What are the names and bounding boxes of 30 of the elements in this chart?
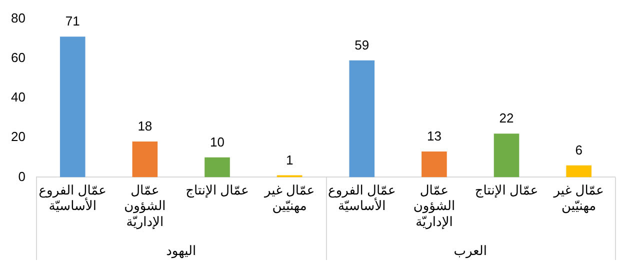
x-tick-label: عمّال الفروع الأساسيّة xyxy=(38,182,106,214)
bar xyxy=(349,60,375,178)
y-tick-label: 60 xyxy=(10,50,26,65)
bar xyxy=(132,142,158,178)
x-tick-label: عمّال الإنتاج xyxy=(474,182,538,199)
y-tick-label: 0 xyxy=(18,168,26,184)
data-label: 13 xyxy=(426,128,442,144)
data-label: 18 xyxy=(138,118,152,134)
bar xyxy=(60,36,86,178)
bar xyxy=(422,151,447,178)
data-label: 59 xyxy=(354,37,370,52)
data-label: 22 xyxy=(499,110,514,126)
x-tick-label: عمّال الشؤون الإداريّة xyxy=(413,182,456,230)
x-tick-label: عمّال غير مهنيّين xyxy=(552,182,604,214)
x-tick-label: عمّال الفروع الأساسيّة xyxy=(328,182,396,214)
data-label: 6 xyxy=(575,142,582,158)
bar xyxy=(204,157,230,178)
data-label: 1 xyxy=(286,152,294,168)
y-tick-label: 80 xyxy=(10,10,26,26)
bar xyxy=(494,134,520,178)
x-tick-label: عمّال غير مهنيّين xyxy=(263,182,315,214)
data-label: 10 xyxy=(210,134,224,150)
text: العرب xyxy=(454,243,487,260)
x-tick-label: عمّال الإنتاج xyxy=(186,182,249,199)
bar xyxy=(566,165,592,178)
data-label: 71 xyxy=(65,14,80,29)
y-tick-label: 40 xyxy=(10,90,26,105)
y-tick-label: 20 xyxy=(10,129,26,144)
text: اليهود xyxy=(166,243,196,260)
x-tick-label: عمّال الشؤون الإداريّة xyxy=(124,182,166,230)
